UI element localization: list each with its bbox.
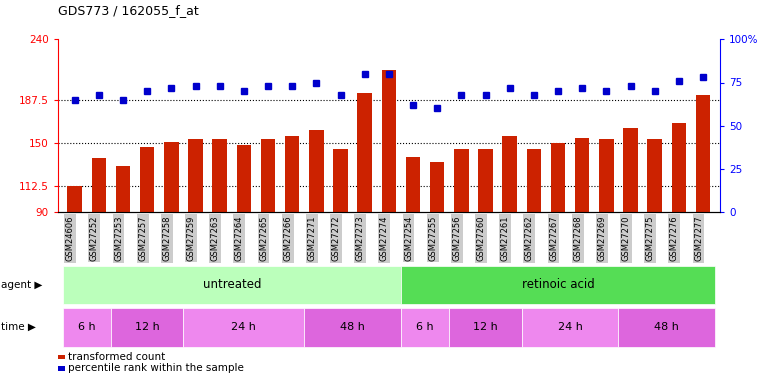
- Bar: [164, 142, 179, 212]
- Bar: [357, 93, 372, 212]
- Text: transformed count: transformed count: [68, 352, 165, 362]
- Bar: [430, 162, 444, 212]
- Bar: [309, 130, 323, 212]
- Text: GSM24606: GSM24606: [65, 216, 75, 261]
- Text: GSM27254: GSM27254: [404, 216, 413, 261]
- Bar: [116, 166, 130, 212]
- Text: GSM27273: GSM27273: [356, 216, 365, 261]
- Bar: [551, 143, 565, 212]
- Text: GSM27255: GSM27255: [428, 216, 437, 261]
- Bar: [478, 148, 493, 212]
- Bar: [696, 94, 710, 212]
- Bar: [261, 140, 275, 212]
- Text: GSM27260: GSM27260: [477, 216, 486, 261]
- Text: 12 h: 12 h: [135, 322, 159, 332]
- Text: GSM27253: GSM27253: [114, 216, 123, 261]
- Text: untreated: untreated: [203, 279, 261, 291]
- Text: GSM27266: GSM27266: [283, 216, 292, 261]
- Text: GSM27261: GSM27261: [500, 216, 510, 261]
- Text: 12 h: 12 h: [473, 322, 498, 332]
- Text: GSM27271: GSM27271: [307, 216, 316, 261]
- Bar: [188, 140, 203, 212]
- Bar: [140, 147, 155, 212]
- Bar: [454, 148, 469, 212]
- Text: GSM27262: GSM27262: [525, 216, 534, 261]
- Text: 6 h: 6 h: [417, 322, 434, 332]
- Text: 48 h: 48 h: [654, 322, 679, 332]
- Text: percentile rank within the sample: percentile rank within the sample: [68, 363, 243, 373]
- Text: GSM27257: GSM27257: [138, 216, 147, 261]
- Text: retinoic acid: retinoic acid: [521, 279, 594, 291]
- Bar: [623, 128, 638, 212]
- Bar: [236, 145, 251, 212]
- Bar: [527, 148, 541, 212]
- Text: GSM27274: GSM27274: [380, 216, 389, 261]
- Bar: [68, 186, 82, 212]
- Bar: [333, 148, 348, 212]
- Bar: [648, 140, 662, 212]
- Bar: [213, 140, 227, 212]
- Text: GSM27272: GSM27272: [332, 216, 340, 261]
- Text: GSM27268: GSM27268: [573, 216, 582, 261]
- Text: GSM27269: GSM27269: [598, 216, 606, 261]
- Bar: [382, 70, 396, 212]
- Text: GSM27263: GSM27263: [211, 216, 219, 261]
- Bar: [285, 136, 300, 212]
- Bar: [599, 140, 614, 212]
- Bar: [575, 138, 590, 212]
- Text: GSM27265: GSM27265: [259, 216, 268, 261]
- Text: agent ▶: agent ▶: [1, 280, 42, 290]
- Text: GSM27264: GSM27264: [235, 216, 244, 261]
- Text: 24 h: 24 h: [557, 322, 583, 332]
- Text: 24 h: 24 h: [232, 322, 256, 332]
- Bar: [671, 123, 686, 212]
- Bar: [406, 157, 420, 212]
- Text: 6 h: 6 h: [78, 322, 95, 332]
- Text: GSM27258: GSM27258: [162, 216, 172, 261]
- Text: GSM27267: GSM27267: [549, 216, 558, 261]
- Bar: [92, 158, 106, 212]
- Text: GDS773 / 162055_f_at: GDS773 / 162055_f_at: [58, 4, 199, 17]
- Text: GSM27276: GSM27276: [670, 216, 679, 261]
- Text: GSM27275: GSM27275: [646, 216, 654, 261]
- Text: GSM27277: GSM27277: [694, 216, 703, 261]
- Text: 48 h: 48 h: [340, 322, 365, 332]
- Text: GSM27252: GSM27252: [90, 216, 99, 261]
- Text: GSM27270: GSM27270: [621, 216, 631, 261]
- Bar: [503, 136, 517, 212]
- Text: time ▶: time ▶: [1, 322, 35, 332]
- Text: GSM27256: GSM27256: [452, 216, 461, 261]
- Text: GSM27259: GSM27259: [186, 216, 196, 261]
